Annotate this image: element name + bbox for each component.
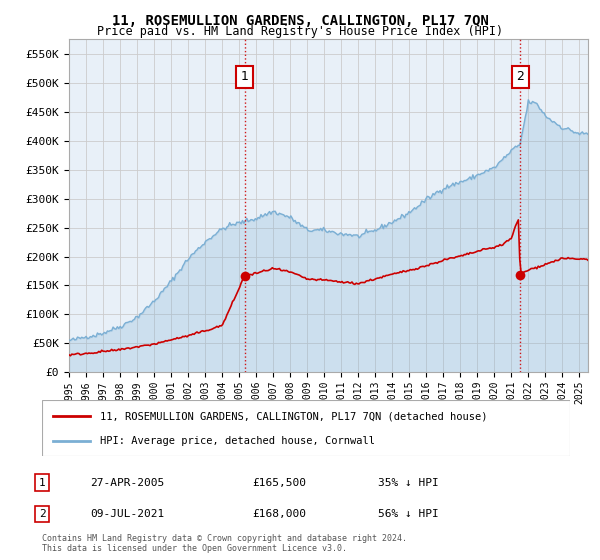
Text: 2: 2 <box>38 509 46 519</box>
Text: 09-JUL-2021: 09-JUL-2021 <box>90 509 164 519</box>
Text: 1: 1 <box>38 478 46 488</box>
Text: 35% ↓ HPI: 35% ↓ HPI <box>378 478 439 488</box>
Text: 2: 2 <box>517 71 524 83</box>
Text: 1: 1 <box>241 71 248 83</box>
Text: 27-APR-2005: 27-APR-2005 <box>90 478 164 488</box>
FancyBboxPatch shape <box>42 400 570 456</box>
Text: £165,500: £165,500 <box>252 478 306 488</box>
Text: HPI: Average price, detached house, Cornwall: HPI: Average price, detached house, Corn… <box>100 436 375 446</box>
Text: 11, ROSEMULLION GARDENS, CALLINGTON, PL17 7QN: 11, ROSEMULLION GARDENS, CALLINGTON, PL1… <box>112 14 488 28</box>
Text: Contains HM Land Registry data © Crown copyright and database right 2024.
This d: Contains HM Land Registry data © Crown c… <box>42 534 407 553</box>
Text: £168,000: £168,000 <box>252 509 306 519</box>
Text: 56% ↓ HPI: 56% ↓ HPI <box>378 509 439 519</box>
Text: 11, ROSEMULLION GARDENS, CALLINGTON, PL17 7QN (detached house): 11, ROSEMULLION GARDENS, CALLINGTON, PL1… <box>100 411 488 421</box>
Text: Price paid vs. HM Land Registry's House Price Index (HPI): Price paid vs. HM Land Registry's House … <box>97 25 503 38</box>
